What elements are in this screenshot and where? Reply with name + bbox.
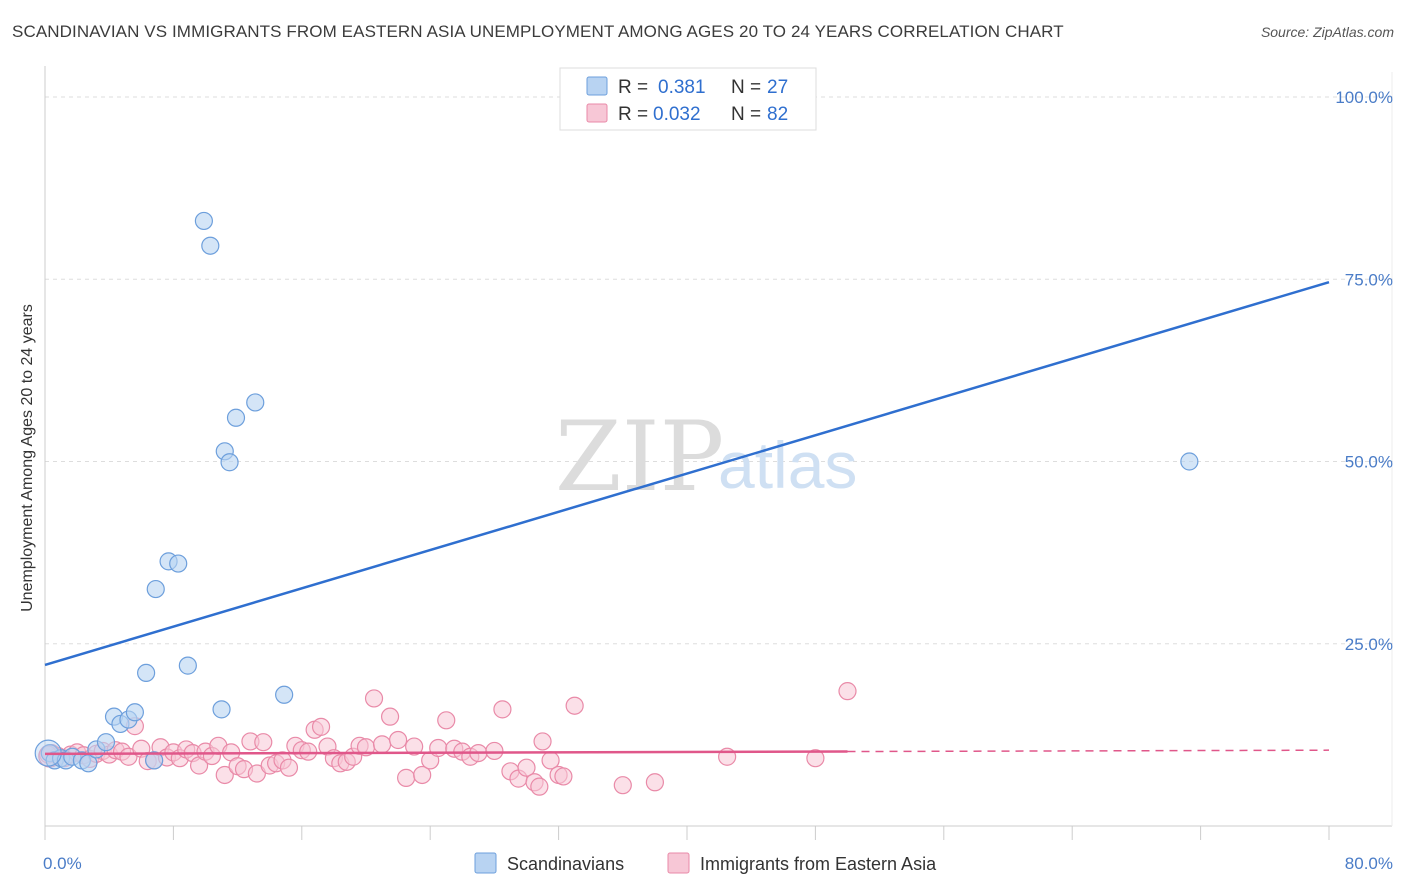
y-tick-label-3: 100.0%: [1335, 88, 1393, 107]
legend-r-label-1: R =: [618, 77, 648, 98]
legend-r-label-2: R =: [618, 104, 648, 125]
point-scandinavians: [226, 408, 246, 427]
y-tick-label-1: 50.0%: [1345, 453, 1393, 472]
y-tick-label-0: 25.0%: [1345, 635, 1393, 654]
point-eastern-asia: [413, 765, 432, 785]
point-eastern-asia: [405, 737, 424, 756]
point-eastern-asia: [565, 696, 584, 715]
point-eastern-asia: [493, 700, 512, 719]
bottom-legend-label-scandinavians: Scandinavians: [507, 854, 624, 874]
point-eastern-asia: [806, 749, 825, 768]
point-eastern-asia: [247, 764, 266, 783]
trend-lines: [44, 280, 1330, 756]
source-credit: Source: ZipAtlas.com: [1260, 24, 1394, 40]
chart-title: SCANDINAVIAN VS IMMIGRANTS FROM EASTERN …: [12, 22, 1064, 41]
legend-swatch-scandinavians: [586, 76, 608, 96]
point-eastern-asia: [279, 758, 299, 777]
axes: [44, 66, 1393, 840]
point-scandinavians: [1180, 452, 1199, 471]
legend-r-value-2: 0.032: [653, 104, 701, 125]
x-tick-label-min: 0.0%: [43, 854, 82, 873]
bottom-legend-swatch-scandinavians: [474, 852, 497, 874]
point-scandinavians: [146, 579, 165, 599]
point-eastern-asia: [364, 689, 384, 708]
point-scandinavians: [96, 733, 116, 752]
legend-r-value-1: 0.381: [658, 77, 706, 98]
x-tick-label-max: 80.0%: [1345, 854, 1393, 873]
point-scandinavians: [194, 211, 213, 231]
point-scandinavians: [178, 656, 197, 675]
point-eastern-asia: [613, 776, 632, 795]
legend-n-value-1: 27: [767, 77, 788, 98]
point-scandinavians: [145, 751, 164, 770]
point-eastern-asia: [215, 765, 234, 785]
point-scandinavians: [246, 393, 265, 412]
point-eastern-asia: [554, 767, 573, 786]
point-eastern-asia: [254, 733, 273, 752]
legend-n-label-1: N =: [731, 77, 761, 98]
x-tick-labels: 0.0% 80.0%: [43, 854, 1393, 873]
point-eastern-asia: [485, 741, 504, 761]
point-eastern-asia: [517, 758, 536, 777]
point-eastern-asia: [533, 732, 552, 751]
point-eastern-asia: [645, 773, 665, 792]
legend-box: R = 0.381 N = 27 R = 0.032 N = 82: [559, 67, 817, 131]
point-scandinavians: [137, 663, 156, 683]
bottom-legend-label-eastern-asia: Immigrants from Eastern Asia: [700, 854, 937, 874]
point-scandinavians: [220, 453, 239, 472]
point-eastern-asia: [530, 777, 549, 796]
legend-n-label-2: N =: [731, 104, 761, 125]
point-eastern-asia: [299, 742, 318, 761]
point-eastern-asia: [397, 768, 416, 787]
point-scandinavians: [169, 554, 188, 573]
point-scandinavians: [275, 685, 294, 704]
bottom-legend: Scandinavians Immigrants from Eastern As…: [474, 852, 937, 874]
point-eastern-asia: [389, 730, 408, 750]
watermark-atlas: atlas: [718, 428, 857, 502]
watermark-zip: ZIP: [555, 401, 724, 513]
legend-swatch-eastern-asia: [586, 103, 608, 123]
watermark: ZIP atlas: [555, 401, 857, 513]
legend-n-value-2: 82: [767, 104, 788, 125]
grid-lines: [45, 96, 1393, 645]
point-scandinavians: [201, 236, 220, 255]
point-eastern-asia: [380, 707, 400, 726]
point-eastern-asia: [838, 682, 857, 701]
trendline-eastern-asia-dashed: [847, 749, 1330, 753]
point-eastern-asia: [372, 735, 392, 754]
series-immigrants-eastern-asia-points: [38, 682, 857, 796]
point-eastern-asia: [311, 717, 331, 736]
y-tick-labels: 25.0% 50.0% 75.0% 100.0%: [1335, 88, 1393, 654]
point-scandinavians: [125, 703, 144, 722]
bottom-legend-swatch-eastern-asia: [667, 852, 690, 874]
point-scandinavians: [212, 700, 231, 719]
trendline-eastern-asia-solid: [44, 750, 848, 756]
trendline-scandinavians: [44, 280, 1330, 667]
y-tick-label-2: 75.0%: [1345, 270, 1393, 289]
point-eastern-asia: [437, 711, 456, 730]
